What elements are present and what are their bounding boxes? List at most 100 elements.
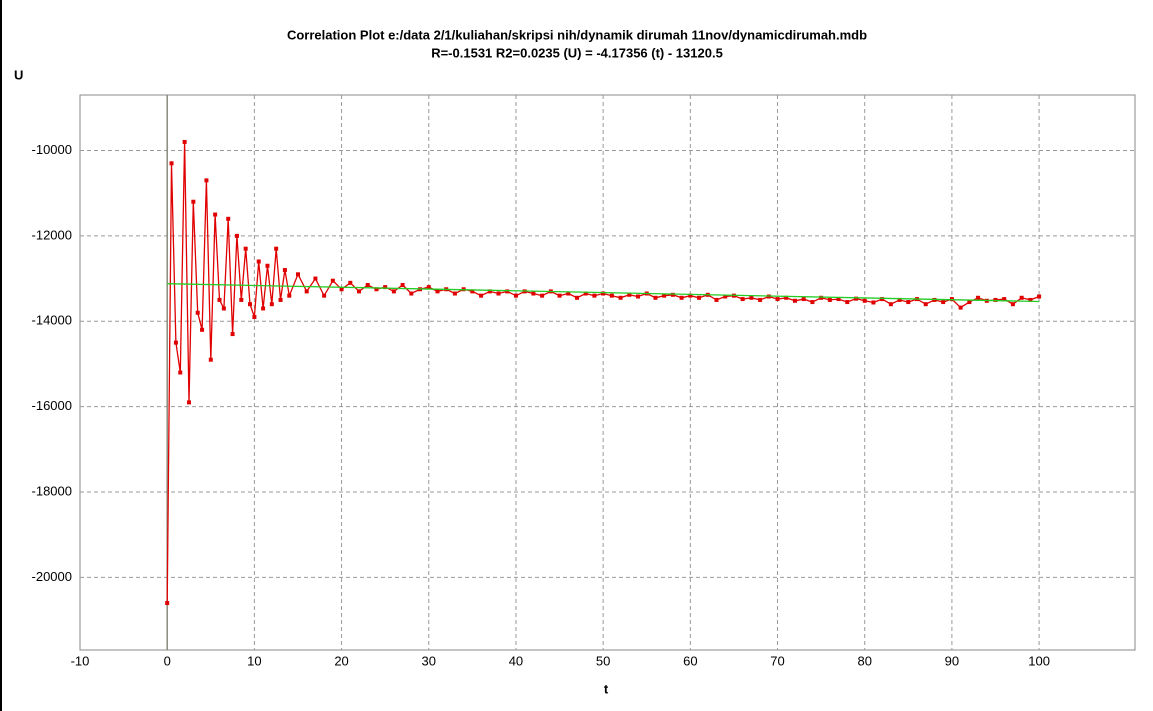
chart-subtitle: R=-0.1531 R2=0.0235 (U) = -4.17356 (t) -… (431, 45, 723, 60)
point-marker (435, 289, 440, 294)
point-marker (348, 280, 353, 285)
point-marker (714, 297, 719, 302)
point-marker (234, 233, 239, 238)
point-marker (226, 216, 231, 221)
point-marker (1002, 297, 1007, 302)
point-marker (256, 259, 261, 264)
point-marker (169, 161, 174, 166)
point-marker (583, 291, 588, 296)
point-marker (487, 289, 492, 294)
point-marker (627, 292, 632, 297)
point-marker (470, 289, 475, 294)
point-marker (609, 293, 614, 298)
point-marker (330, 278, 335, 283)
point-marker (688, 293, 693, 298)
point-marker (204, 178, 209, 183)
point-marker (819, 295, 824, 300)
point-marker (958, 305, 963, 310)
point-marker (967, 300, 972, 305)
point-marker (200, 327, 205, 332)
point-marker (221, 306, 226, 311)
point-marker (173, 340, 178, 345)
point-marker (636, 294, 641, 299)
x-tick-label: 70 (770, 653, 784, 668)
y-tick-label: -20000 (32, 569, 72, 584)
y-tick-label: -12000 (32, 227, 72, 242)
point-marker (923, 302, 928, 307)
point-marker (365, 282, 370, 287)
x-tick-label: 30 (422, 653, 436, 668)
point-marker (304, 289, 309, 294)
point-marker (574, 295, 579, 300)
x-tick-label: 80 (857, 653, 871, 668)
point-marker (374, 287, 379, 292)
x-tick-label: 20 (334, 653, 348, 668)
point-marker (322, 293, 327, 298)
point-marker (230, 332, 235, 337)
x-tick-label: 60 (683, 653, 697, 668)
point-marker (784, 295, 789, 300)
point-marker (670, 292, 675, 297)
point-marker (758, 297, 763, 302)
point-marker (261, 306, 266, 311)
point-marker (749, 295, 754, 300)
point-marker (287, 293, 292, 298)
point-marker (513, 293, 518, 298)
x-tick-label: 100 (1028, 653, 1050, 668)
point-marker (186, 400, 191, 405)
point-marker (862, 298, 867, 303)
x-tick-label: 90 (945, 653, 959, 668)
point-marker (274, 246, 279, 251)
point-marker (993, 297, 998, 302)
point-marker (295, 272, 300, 277)
y-tick-label: -14000 (32, 313, 72, 328)
x-tick-label: 40 (509, 653, 523, 668)
point-marker (213, 212, 218, 217)
point-marker (252, 315, 257, 319)
x-tick-label: -10 (71, 653, 90, 668)
point-marker (383, 285, 388, 290)
point-marker (871, 300, 876, 305)
point-marker (662, 293, 667, 298)
series-line (167, 283, 1040, 303)
y-tick-label: -18000 (32, 483, 72, 498)
point-marker (1019, 295, 1024, 300)
point-marker (496, 291, 501, 296)
point-marker (165, 601, 170, 606)
point-marker (1037, 294, 1042, 299)
point-marker (357, 289, 362, 294)
point-marker (400, 282, 405, 287)
point-marker (243, 246, 248, 251)
point-marker (195, 310, 200, 315)
point-marker (888, 302, 893, 307)
point-marker (836, 297, 841, 302)
point-marker (540, 293, 545, 298)
point-marker (853, 296, 858, 301)
point-marker (792, 298, 797, 303)
point-marker (941, 300, 946, 305)
point-marker (801, 297, 806, 302)
point-marker (239, 297, 244, 302)
point-marker (906, 300, 911, 305)
point-marker (723, 294, 728, 299)
y-tick-label: -16000 (32, 398, 72, 413)
point-marker (178, 370, 183, 375)
point-marker (265, 263, 270, 268)
point-marker (976, 295, 981, 300)
point-marker (182, 139, 187, 144)
point-marker (775, 297, 780, 302)
plot-area (79, 94, 1136, 651)
x-tick-label: 0 (164, 653, 171, 668)
point-marker (880, 297, 885, 302)
point-marker (339, 287, 344, 292)
point-marker (827, 297, 832, 302)
y-axis-label: U (14, 67, 23, 82)
point-marker (566, 291, 571, 296)
point-marker (897, 297, 902, 302)
point-marker (452, 291, 457, 296)
point-marker (618, 295, 623, 300)
point-marker (810, 300, 815, 305)
point-marker (845, 300, 850, 305)
point-marker (1010, 302, 1015, 307)
